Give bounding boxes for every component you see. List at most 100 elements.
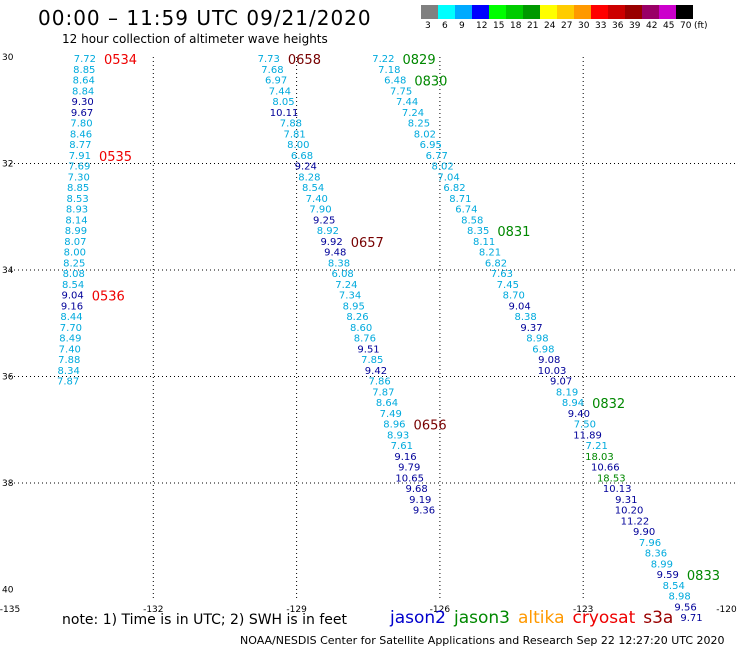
wave-height-value: 7.91 [69, 151, 91, 162]
wave-height-value: 8.14 [65, 215, 87, 226]
wave-height-value: 6.98 [532, 344, 554, 355]
wave-height-value: 9.68 [405, 484, 427, 495]
wave-height-value: 8.64 [73, 76, 95, 87]
wave-height-value: 9.04 [61, 291, 83, 302]
wave-height-value: 8.02 [414, 129, 436, 140]
wave-height-value: 7.73 [258, 54, 280, 65]
lat-tick-label: 32 [2, 160, 13, 170]
legend-swatch [608, 5, 625, 19]
legend-unit: (ft) [694, 21, 708, 31]
wave-height-value: 6.95 [420, 140, 442, 151]
wave-height-value: 8.64 [376, 398, 398, 409]
wave-height-value: 8.85 [67, 183, 89, 194]
wave-height-value: 8.77 [69, 140, 91, 151]
legend-swatch [506, 5, 523, 19]
wave-height-value: 8.71 [449, 194, 471, 205]
lon-tick-label: -120 [716, 605, 737, 615]
wave-height-value: 8.54 [62, 280, 84, 291]
wave-height-value: 10.11 [270, 108, 299, 119]
lon-tick-label: -129 [286, 605, 307, 615]
wave-height-value: 8.94 [562, 398, 584, 409]
wave-height-value: 8.58 [461, 215, 483, 226]
wave-height-value: 6.68 [291, 151, 313, 162]
wave-height-value: 9.30 [71, 97, 93, 108]
wave-height-value: 9.24 [295, 162, 317, 173]
legend-label: 33 [595, 21, 607, 31]
wave-height-value: 8.34 [58, 366, 80, 377]
lon-tick-label: -135 [0, 605, 20, 615]
wave-height-value: 7.90 [309, 205, 331, 216]
wave-height-value: 8.08 [63, 269, 85, 280]
wave-height-value: 8.93 [66, 205, 88, 216]
wave-height-value: 7.34 [339, 291, 361, 302]
legend-label: 27 [561, 21, 573, 31]
page-subtitle: 12 hour collection of altimeter wave hei… [62, 32, 328, 46]
wave-height-value: 6.48 [384, 76, 406, 87]
wave-height-value: 7.85 [361, 355, 383, 366]
satellite-name: s3a [643, 608, 674, 628]
legend-swatch [472, 5, 489, 19]
time-label: 0833 [687, 569, 720, 584]
wave-height-value: 7.88 [58, 355, 80, 366]
wave-height-value: 7.87 [372, 387, 394, 398]
wave-height-value: 8.92 [317, 226, 339, 237]
wave-height-value: 9.79 [398, 463, 420, 474]
satellite-legend: jason2 jason3 altika cryosat s3a [390, 608, 681, 628]
wave-height-value: 6.74 [455, 205, 477, 216]
legend-swatch [676, 5, 693, 19]
wave-height-value: 8.54 [302, 183, 324, 194]
legend-swatch [642, 5, 659, 19]
wave-height-value: 8.00 [287, 140, 309, 151]
wave-height-value: 7.49 [380, 409, 402, 420]
wave-height-value: 9.08 [538, 355, 560, 366]
lat-tick-label: 36 [2, 373, 14, 383]
wave-height-value: 8.60 [350, 323, 372, 334]
wave-height-value: 8.53 [66, 194, 88, 205]
wave-height-value: 8.70 [503, 291, 525, 302]
wave-height-value: 8.98 [669, 592, 691, 603]
wave-height-value: 9.48 [324, 248, 346, 259]
wave-height-value: 18.03 [585, 452, 614, 463]
time-label: 0831 [497, 225, 530, 240]
wave-height-value: 9.37 [520, 323, 542, 334]
legend-label: 36 [612, 21, 624, 31]
legend-swatch [421, 5, 438, 19]
wave-height-value: 10.66 [591, 463, 620, 474]
wave-height-value: 8.98 [526, 334, 548, 345]
legend-swatch [591, 5, 608, 19]
wave-height-value: 9.19 [409, 495, 431, 506]
time-label: 0657 [351, 236, 384, 251]
wave-height-value: 6.82 [443, 183, 465, 194]
legend-label: 15 [493, 21, 505, 31]
wave-height-value: 8.19 [556, 387, 578, 398]
wave-height-value: 7.40 [59, 344, 81, 355]
wave-height-value: 8.35 [467, 226, 489, 237]
wave-height-value: 7.45 [497, 280, 519, 291]
legend-swatch [625, 5, 642, 19]
wave-height-value: 7.40 [306, 194, 328, 205]
wave-height-value: 8.02 [432, 162, 454, 173]
satellite-name: altika [518, 608, 565, 628]
footer-note: note: 1) Time is in UTC; 2) SWH is in fe… [62, 612, 348, 628]
legend-label: 18 [510, 21, 522, 31]
wave-height-value: 11.22 [621, 516, 650, 527]
wave-height-value: 8.36 [645, 549, 667, 560]
lon-tick-label: -132 [143, 605, 163, 615]
legend-label: 30 [578, 21, 590, 31]
wave-height-value: 10.65 [395, 473, 424, 484]
time-label: 0658 [288, 53, 321, 68]
time-label: 0830 [414, 75, 447, 90]
wave-height-value: 8.00 [64, 248, 86, 259]
wave-height-value: 7.80 [70, 119, 92, 130]
wave-height-value: 8.95 [343, 301, 365, 312]
satellite-name: jason2 [390, 608, 446, 628]
wave-height-value: 7.18 [378, 65, 400, 76]
lat-tick-label: 34 [2, 266, 14, 276]
legend-swatch [557, 5, 574, 19]
wave-height-value: 8.38 [514, 312, 536, 323]
wave-height-value: 8.54 [663, 581, 685, 592]
wave-height-value: 7.68 [261, 65, 283, 76]
lon-tick-label: -126 [430, 605, 451, 615]
wave-height-value: 9.31 [615, 495, 637, 506]
